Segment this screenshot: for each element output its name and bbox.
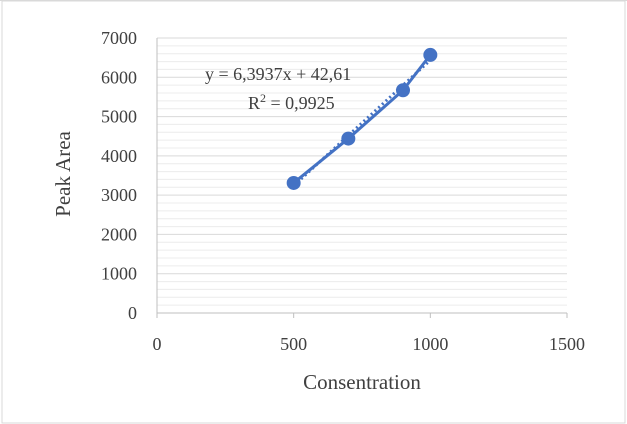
r-squared-superscript: 2 bbox=[260, 91, 266, 105]
axes bbox=[156, 38, 568, 318]
data-series bbox=[286, 47, 438, 190]
y-axis-title: Peak Area bbox=[51, 130, 75, 216]
trendline-equation: y = 6,3937x + 42,61 bbox=[205, 64, 351, 84]
gridlines bbox=[157, 37, 567, 306]
y-tick-label: 1000 bbox=[101, 264, 137, 284]
data-point bbox=[423, 47, 438, 62]
data-point bbox=[341, 131, 356, 146]
series-line bbox=[292, 53, 432, 185]
data-point bbox=[396, 83, 410, 98]
y-tick-label: 0 bbox=[128, 303, 137, 323]
y-tick-label: 2000 bbox=[101, 224, 137, 244]
y-tick-label: 5000 bbox=[101, 107, 137, 127]
x-tick-label: 0 bbox=[153, 334, 162, 354]
y-tick-label: 3000 bbox=[101, 185, 137, 205]
y-tick-label: 7000 bbox=[101, 28, 137, 48]
x-tick-label: 1000 bbox=[412, 334, 448, 354]
x-axis-title: Consentration bbox=[303, 370, 421, 394]
x-tick-label: 1500 bbox=[549, 334, 585, 354]
y-tick-label: 6000 bbox=[101, 67, 137, 87]
x-tick-label: 500 bbox=[280, 334, 307, 354]
r-squared-value: = 0,9925 bbox=[266, 93, 335, 113]
r-squared-r: R bbox=[248, 93, 260, 113]
tick-labels: 0 1000 2000 3000 4000 5000 6000 7000 0 500 1000 150… bbox=[101, 28, 585, 354]
trendline-r-squared: R2 = 0,9925 bbox=[248, 91, 335, 113]
data-point bbox=[286, 175, 301, 190]
y-tick-label: 4000 bbox=[101, 146, 137, 166]
